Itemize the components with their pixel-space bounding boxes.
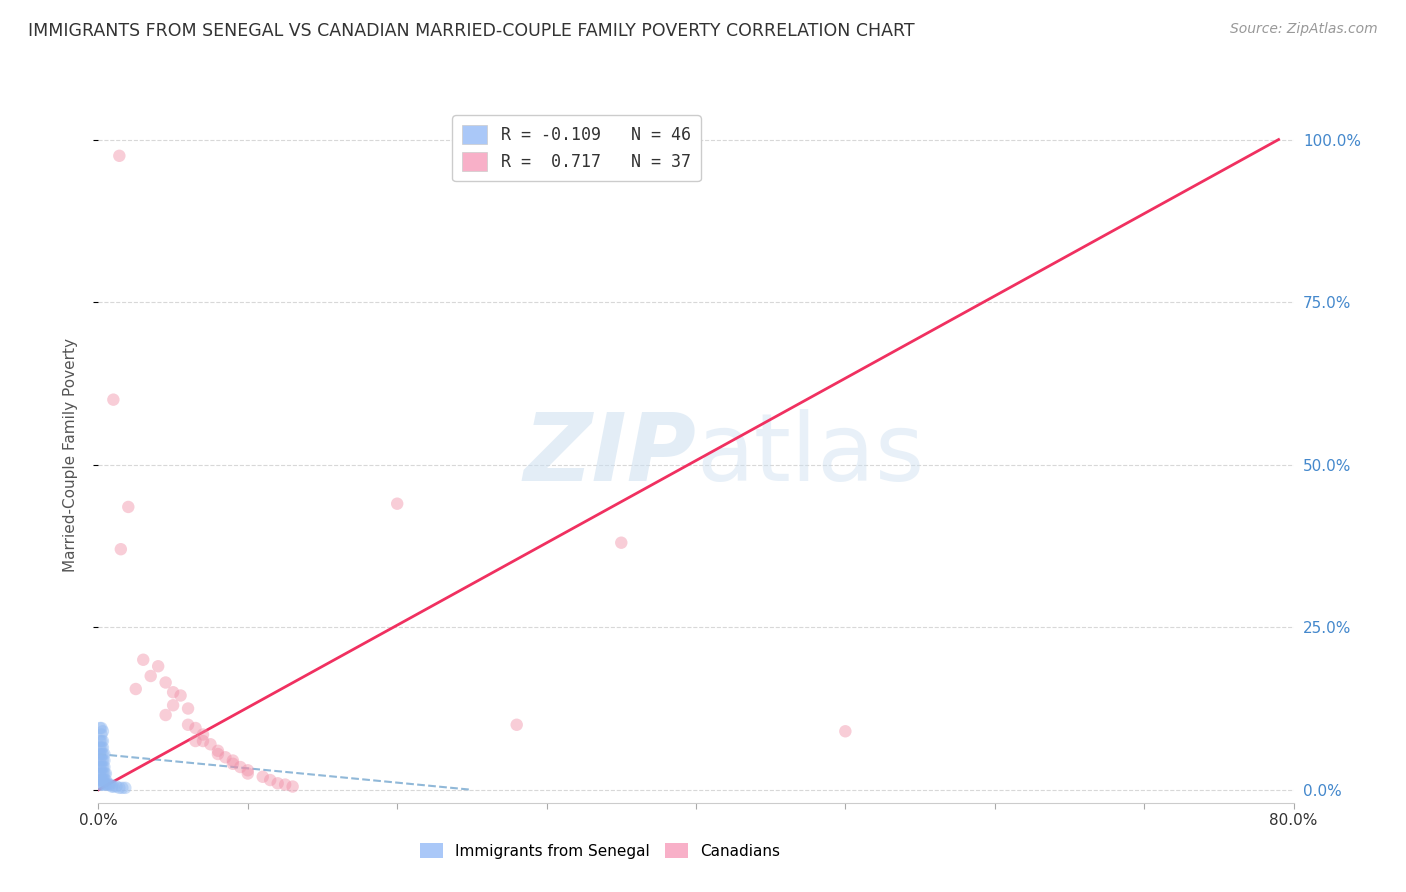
Point: [267, 776, 290, 790]
Point: [91, 778, 114, 792]
Point: [274, 778, 297, 792]
Point: [108, 780, 131, 795]
Point: [90, 772, 112, 787]
Point: [93, 747, 115, 761]
Point: [111, 780, 134, 795]
Point: [236, 764, 259, 778]
Point: [169, 689, 191, 703]
Point: [93, 772, 115, 787]
Point: [125, 681, 148, 696]
Text: Source: ZipAtlas.com: Source: ZipAtlas.com: [1230, 22, 1378, 37]
Point: [229, 760, 252, 774]
Point: [834, 724, 856, 739]
Point: [90, 727, 112, 741]
Legend: Immigrants from Senegal, Canadians: Immigrants from Senegal, Canadians: [415, 837, 786, 864]
Point: [236, 766, 259, 780]
Point: [177, 701, 200, 715]
Point: [103, 780, 125, 794]
Point: [222, 754, 245, 768]
Point: [191, 734, 214, 748]
Point: [94, 772, 117, 787]
Point: [207, 747, 229, 761]
Point: [101, 780, 124, 794]
Point: [110, 542, 132, 557]
Point: [177, 718, 200, 732]
Point: [96, 778, 118, 792]
Point: [91, 760, 114, 774]
Point: [139, 669, 162, 683]
Point: [91, 740, 114, 755]
Point: [103, 392, 125, 407]
Point: [132, 653, 155, 667]
Point: [90, 734, 112, 748]
Point: [385, 497, 409, 511]
Point: [91, 734, 114, 748]
Point: [200, 737, 222, 751]
Point: [281, 780, 304, 794]
Point: [252, 770, 274, 784]
Point: [162, 685, 184, 699]
Point: [105, 780, 128, 794]
Point: [93, 778, 115, 792]
Point: [155, 708, 177, 723]
Point: [90, 766, 112, 780]
Point: [90, 778, 112, 792]
Point: [89, 760, 111, 774]
Point: [207, 744, 229, 758]
Text: ZIP: ZIP: [523, 409, 696, 501]
Point: [610, 535, 633, 549]
Point: [93, 760, 115, 774]
Point: [506, 718, 529, 732]
Point: [184, 734, 207, 748]
Point: [89, 778, 111, 792]
Point: [89, 740, 111, 755]
Point: [91, 772, 114, 787]
Point: [91, 754, 114, 768]
Point: [91, 724, 114, 739]
Text: IMMIGRANTS FROM SENEGAL VS CANADIAN MARRIED-COUPLE FAMILY POVERTY CORRELATION CH: IMMIGRANTS FROM SENEGAL VS CANADIAN MARR…: [28, 22, 915, 40]
Point: [94, 778, 117, 792]
Point: [89, 754, 111, 768]
Point: [108, 149, 131, 163]
Point: [155, 675, 177, 690]
Point: [91, 766, 114, 780]
Point: [89, 766, 111, 780]
Point: [89, 721, 111, 735]
Y-axis label: Married-Couple Family Poverty: Married-Couple Family Poverty: [63, 338, 77, 572]
Point: [162, 698, 184, 713]
Point: [191, 727, 214, 741]
Point: [89, 772, 111, 787]
Text: atlas: atlas: [696, 409, 924, 501]
Point: [214, 750, 236, 764]
Point: [259, 772, 281, 787]
Point: [148, 659, 170, 673]
Point: [90, 760, 112, 774]
Point: [100, 778, 122, 792]
Point: [114, 780, 136, 795]
Point: [94, 766, 117, 780]
Point: [89, 747, 111, 761]
Point: [97, 778, 120, 792]
Point: [91, 747, 114, 761]
Point: [93, 754, 115, 768]
Point: [90, 740, 112, 755]
Point: [90, 747, 112, 761]
Point: [222, 756, 245, 771]
Point: [90, 721, 112, 735]
Point: [89, 734, 111, 748]
Point: [93, 766, 115, 780]
Point: [184, 721, 207, 735]
Point: [117, 500, 139, 514]
Point: [90, 754, 112, 768]
